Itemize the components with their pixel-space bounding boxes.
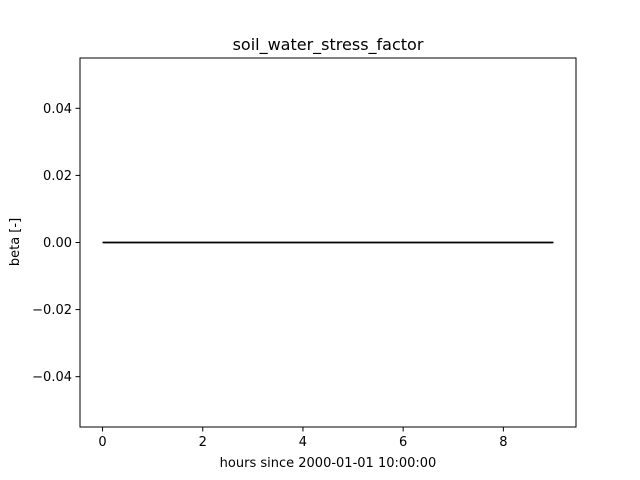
chart-title: soil_water_stress_factor <box>233 35 424 55</box>
plot-area: 0 2 4 6 8 −0.04 −0.02 0.00 0.02 0.04 <box>32 57 577 450</box>
y-tick-label: −0.02 <box>32 303 72 318</box>
y-axis-label: beta [-] <box>8 218 23 266</box>
x-tick-label: 8 <box>499 435 507 450</box>
y-tick-label: 0.02 <box>43 169 72 184</box>
x-axis-label: hours since 2000-01-01 10:00:00 <box>220 456 437 471</box>
x-tick-label: 2 <box>199 435 207 450</box>
x-tick-label: 6 <box>399 435 407 450</box>
x-tick-label: 0 <box>98 435 106 450</box>
x-tick-label: 4 <box>299 435 307 450</box>
y-tick-label: −0.04 <box>32 370 72 385</box>
y-tick-label: 0.04 <box>43 102 72 117</box>
y-tick-label: 0.00 <box>43 236 72 251</box>
